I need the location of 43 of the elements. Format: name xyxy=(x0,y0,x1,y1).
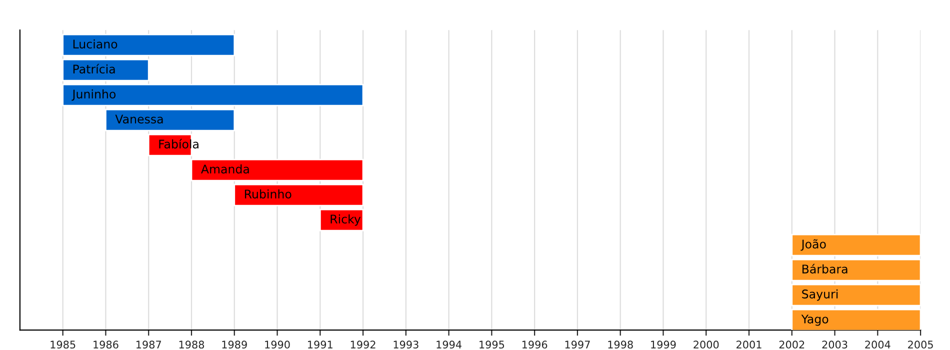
y-tick-label: Sayuri xyxy=(802,289,838,301)
y-tick-label: Juninho xyxy=(72,89,116,101)
x-tick-label: 1993 xyxy=(394,340,418,349)
x-tick-label: 2002 xyxy=(779,340,804,349)
x-tick-label: 1996 xyxy=(522,340,548,349)
x-tick-label: 2001 xyxy=(736,340,762,349)
bar xyxy=(791,258,921,282)
x-tick-label: 1995 xyxy=(480,340,504,349)
x-tick-label: 1998 xyxy=(608,340,633,349)
bar xyxy=(62,34,236,56)
x-tick-label: 1986 xyxy=(94,340,118,349)
x-tick-label: 1992 xyxy=(350,340,376,349)
bar xyxy=(62,84,364,106)
y-tick-label: Amanda xyxy=(201,164,249,174)
x-tick-label: 1990 xyxy=(265,340,290,349)
x-tick-label: 1985 xyxy=(50,340,76,349)
bar xyxy=(791,234,921,256)
x-tick-label: 1997 xyxy=(565,340,590,349)
y-tick-label: Bárbara xyxy=(802,264,848,274)
bar xyxy=(105,108,236,132)
x-tick-label: 2003 xyxy=(822,340,848,349)
bar xyxy=(791,308,921,330)
x-tick-label: 1991 xyxy=(308,340,332,349)
bar xyxy=(190,158,364,182)
x-tick-label: 2005 xyxy=(908,340,933,349)
bar xyxy=(791,284,921,306)
y-tick-label: Yago xyxy=(801,314,828,326)
y-tick-label: Luciano xyxy=(73,39,118,49)
y-tick-label: Ricky xyxy=(330,214,361,226)
bar xyxy=(62,58,150,82)
x-tick-label: 1989 xyxy=(222,340,247,349)
bar xyxy=(234,184,364,206)
x-tick-label: 1988 xyxy=(179,340,204,349)
y-tick-label: Rubinho xyxy=(244,189,292,198)
y-tick-label: Patrícia xyxy=(73,64,115,74)
y-tick-label: Vanessa xyxy=(115,114,163,124)
x-tick-label: 1999 xyxy=(651,340,676,349)
x-tick-label: 1994 xyxy=(436,340,462,349)
bar xyxy=(319,208,364,232)
y-tick-label: João xyxy=(800,239,826,251)
x-tick-label: 2000 xyxy=(694,340,719,349)
x-tick-label: 2004 xyxy=(865,340,890,349)
x-tick-label: 1987 xyxy=(136,340,161,349)
